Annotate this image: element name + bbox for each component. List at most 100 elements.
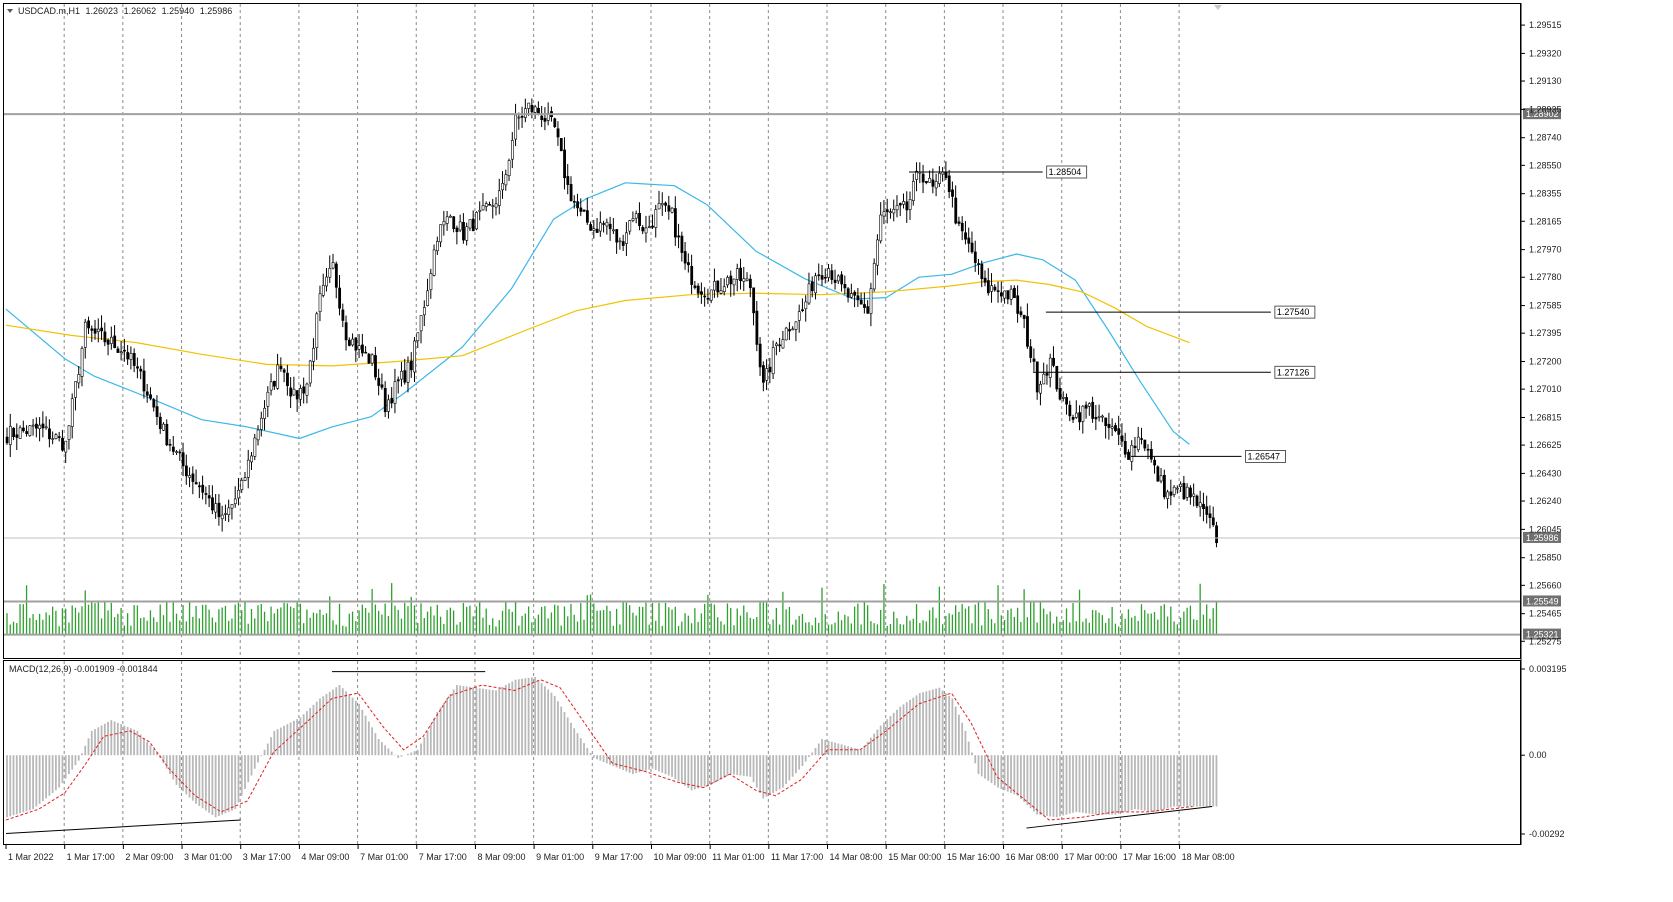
candle bbox=[181, 442, 185, 477]
macd-trendline[interactable] bbox=[1026, 805, 1213, 829]
candle bbox=[876, 234, 879, 276]
candle bbox=[263, 400, 267, 431]
candle bbox=[207, 484, 211, 508]
candle bbox=[1185, 483, 1189, 501]
candle bbox=[983, 270, 987, 287]
candle bbox=[155, 395, 159, 426]
horizontal-levels[interactable]: 1.28902 1.25986 1.25549 1.25321 bbox=[4, 108, 1561, 640]
macd-signal-line bbox=[5, 679, 1193, 821]
candle bbox=[833, 269, 837, 290]
candle bbox=[595, 218, 599, 234]
candle bbox=[540, 105, 544, 128]
candle bbox=[419, 315, 423, 344]
candle bbox=[911, 173, 915, 206]
candle bbox=[305, 382, 309, 404]
annotation-box[interactable] bbox=[1245, 450, 1286, 463]
candle bbox=[840, 271, 844, 292]
price-tick-label: 1.27585 bbox=[1529, 301, 1562, 311]
candle bbox=[48, 419, 51, 448]
candle bbox=[233, 486, 237, 508]
candle bbox=[1035, 361, 1039, 400]
candle bbox=[990, 273, 994, 303]
candle bbox=[292, 376, 296, 396]
candle bbox=[964, 221, 967, 245]
macd-trendline[interactable] bbox=[5, 819, 241, 834]
candle bbox=[520, 106, 524, 128]
candle bbox=[621, 234, 625, 251]
candle bbox=[295, 390, 299, 412]
candle bbox=[846, 287, 850, 303]
candle bbox=[634, 210, 638, 224]
candle bbox=[361, 333, 364, 357]
candle bbox=[338, 275, 342, 316]
macd-tick-label: 0.00 bbox=[1529, 750, 1547, 760]
candle bbox=[726, 275, 729, 288]
candle bbox=[1101, 414, 1104, 423]
candle bbox=[641, 225, 645, 235]
candle bbox=[325, 267, 328, 292]
candle bbox=[748, 274, 752, 298]
candle bbox=[501, 171, 505, 199]
time-tick-label: 17 Mar 16:00 bbox=[1123, 852, 1176, 862]
candle bbox=[83, 318, 87, 359]
price-tick-label: 1.26240 bbox=[1529, 496, 1562, 506]
candle bbox=[289, 377, 293, 409]
candle bbox=[960, 216, 964, 241]
candle bbox=[142, 358, 146, 399]
candle bbox=[64, 440, 68, 464]
candle bbox=[497, 178, 501, 215]
time-tick-label: 11 Mar 17:00 bbox=[771, 852, 823, 862]
annotation-box[interactable] bbox=[1274, 305, 1316, 319]
time-tick-label: 11 Mar 01:00 bbox=[712, 852, 764, 862]
time-tick-label: 15 Mar 00:00 bbox=[888, 852, 941, 862]
candle bbox=[110, 326, 113, 350]
candle bbox=[1019, 306, 1023, 318]
candle bbox=[413, 337, 417, 382]
candle bbox=[915, 162, 919, 192]
candle bbox=[585, 197, 589, 225]
candle bbox=[999, 281, 1003, 303]
macd-title: MACD(12,26,9) -0.001909 -0.001844 bbox=[9, 664, 158, 674]
candle bbox=[1198, 490, 1202, 517]
candle bbox=[321, 273, 325, 298]
collapse-triangle-icon[interactable] bbox=[7, 9, 13, 13]
candle bbox=[77, 365, 81, 389]
candle bbox=[752, 287, 756, 326]
candle bbox=[931, 168, 935, 194]
candle bbox=[827, 264, 831, 282]
candle bbox=[504, 169, 508, 191]
candle bbox=[87, 316, 91, 334]
candle bbox=[145, 383, 149, 403]
candle bbox=[351, 333, 355, 347]
volume-bars bbox=[6, 583, 1218, 635]
candle bbox=[175, 450, 179, 455]
candle bbox=[422, 300, 426, 327]
annotations[interactable]: 1.28504 1.27540 1.27126 1.26547 bbox=[909, 165, 1316, 463]
time-tick-label: 9 Mar 17:00 bbox=[595, 852, 643, 862]
candle bbox=[1032, 348, 1036, 372]
candle bbox=[951, 181, 954, 208]
annotation-box[interactable] bbox=[1274, 365, 1316, 379]
candle bbox=[188, 467, 192, 488]
candle bbox=[902, 193, 906, 209]
annotation-label: 1.27540 bbox=[1277, 307, 1310, 317]
candle bbox=[165, 419, 169, 447]
candle bbox=[954, 185, 958, 225]
candle bbox=[1110, 418, 1114, 437]
candle bbox=[703, 287, 707, 307]
chart-shift-marker-icon[interactable] bbox=[1214, 5, 1222, 10]
candle bbox=[778, 337, 782, 352]
candle bbox=[253, 433, 257, 461]
candle bbox=[367, 352, 371, 364]
candle bbox=[889, 208, 892, 219]
candle bbox=[804, 295, 808, 322]
candle bbox=[618, 237, 622, 250]
time-tick-label: 4 Mar 09:00 bbox=[301, 852, 349, 862]
candle bbox=[1179, 481, 1183, 492]
candle bbox=[214, 494, 218, 519]
annotation-box[interactable] bbox=[1046, 165, 1088, 179]
time-tick-label: 1 Mar 17:00 bbox=[67, 852, 115, 862]
candle bbox=[100, 315, 104, 340]
